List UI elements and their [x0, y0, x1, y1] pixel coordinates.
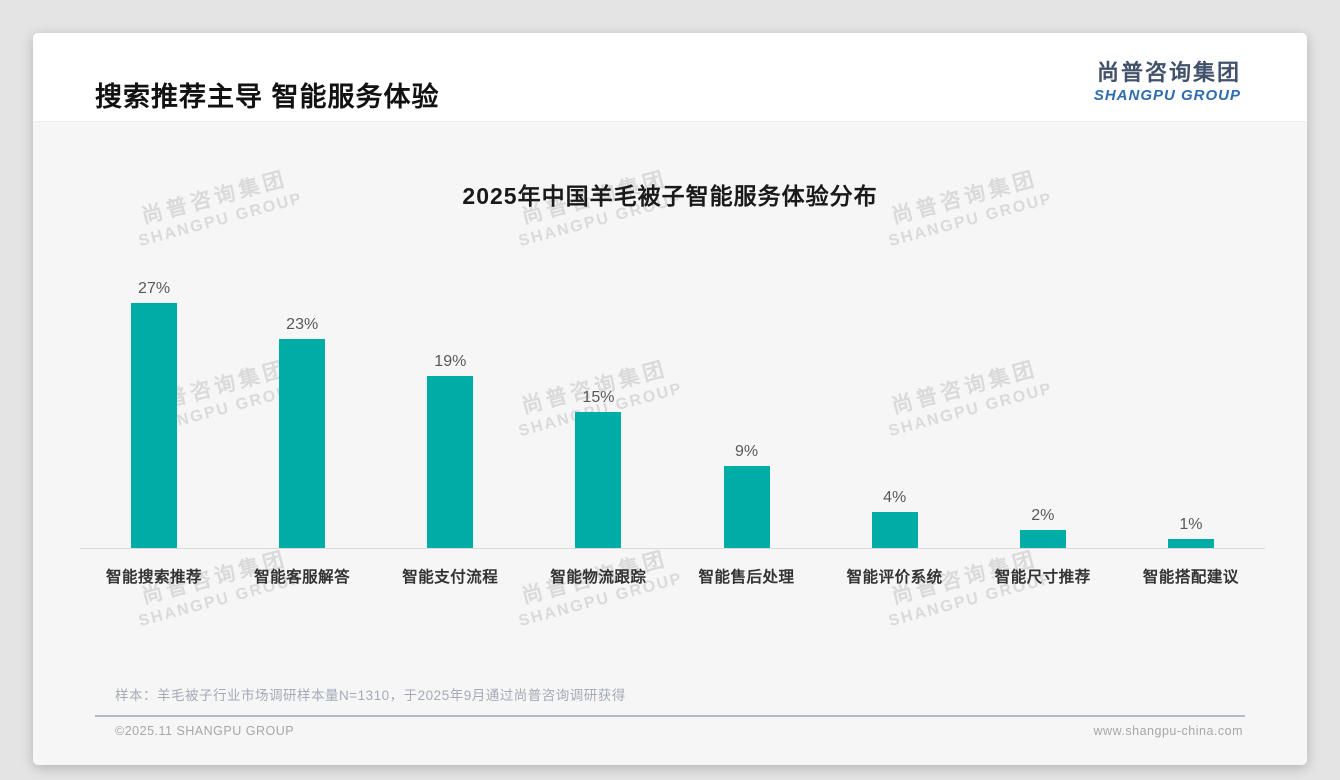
- bar-column: 1%: [1117, 516, 1265, 548]
- bar: [131, 303, 178, 548]
- bar-value-label: 1%: [1179, 516, 1203, 533]
- bar: [427, 376, 474, 548]
- bar-category-label: 智能搜索推荐: [106, 569, 203, 586]
- company-logo: 尚普咨询集团 SHANGPU GROUP: [1094, 59, 1241, 105]
- plot-area: 27% 23% 19% 15% 9% 4% 2% 1%: [80, 212, 1265, 549]
- bar-column: 9%: [673, 443, 821, 548]
- bar-value-label: 9%: [735, 443, 759, 460]
- bar-value-label: 23%: [286, 316, 319, 333]
- slide-card: 尚普咨询集团 SHANGPU GROUP 尚普咨询集团 SHANGPU GROUP 尚普…: [33, 33, 1307, 765]
- bar-category-label: 智能物流跟踪: [550, 569, 647, 586]
- bar-value-label: 2%: [1031, 507, 1055, 524]
- bar: [723, 466, 770, 548]
- sample-note: 样本：羊毛被子行业市场调研样本量N=1310，于2025年9月通过尚普咨询调研获…: [115, 688, 626, 703]
- bar-column: 15%: [524, 389, 672, 548]
- logo-english-text: SHANGPU GROUP: [1093, 87, 1241, 104]
- footer-row: ©2025.11 SHANGPU GROUP www.shangpu-china…: [33, 724, 1307, 738]
- bar-category-label: 智能搭配建议: [1142, 569, 1239, 586]
- chart-title: 2025年中国羊毛被子智能服务体验分布: [462, 183, 878, 209]
- bar-value-label: 19%: [434, 353, 467, 370]
- bar-column: 23%: [228, 316, 376, 548]
- footer-divider: [95, 715, 1245, 717]
- slide-footer: 样本：羊毛被子行业市场调研样本量N=1310，于2025年9月通过尚普咨询调研获…: [33, 684, 1307, 738]
- bar: [279, 339, 326, 548]
- bar-category-label: 智能评价系统: [846, 569, 943, 586]
- bar-value-label: 4%: [883, 489, 907, 506]
- header-divider: [35, 121, 1305, 122]
- bar-column: 2%: [969, 507, 1117, 548]
- bar: [871, 512, 918, 548]
- bar-category-label: 智能售后处理: [698, 569, 795, 586]
- bar-category-label: 智能尺寸推荐: [994, 569, 1091, 586]
- bar-value-label: 15%: [582, 389, 615, 406]
- slide-header: 搜索推荐主导 智能服务体验 尚普咨询集团 SHANGPU GROUP: [33, 33, 1307, 121]
- bar-category-label: 智能支付流程: [402, 569, 499, 586]
- website-text: www.shangpu-china.com: [1093, 724, 1243, 738]
- bar-category-label: 智能客服解答: [254, 569, 351, 586]
- category-axis: 智能搜索推荐 智能客服解答 智能支付流程 智能物流跟踪 智能售后处理 智能评价系统 智能尺寸…: [80, 565, 1265, 587]
- bar: [575, 412, 622, 548]
- bar-column: 27%: [80, 280, 228, 548]
- bar-chart: 2025年中国羊毛被子智能服务体验分布 27% 23% 19% 15% 9% 4% 2% 1%…: [33, 180, 1307, 587]
- copyright-text: ©2025.11 SHANGPU GROUP: [115, 724, 295, 738]
- bar: [1019, 530, 1066, 548]
- bar-column: 4%: [821, 489, 969, 548]
- bar-value-label: 27%: [138, 280, 171, 297]
- bar: [1167, 539, 1214, 548]
- bar-column: 19%: [376, 353, 524, 548]
- page-title: 搜索推荐主导 智能服务体验: [95, 82, 440, 112]
- logo-chinese-text: 尚普咨询集团: [1096, 60, 1241, 85]
